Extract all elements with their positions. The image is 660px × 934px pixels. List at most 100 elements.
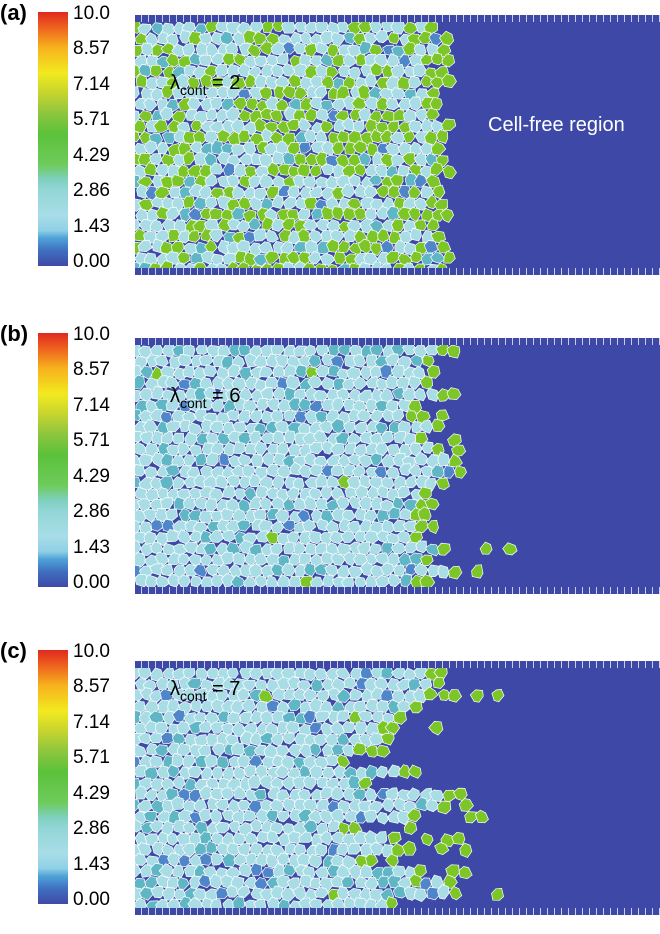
cell: [408, 75, 422, 89]
cell: [218, 452, 231, 466]
cell: [502, 542, 518, 556]
cell: [342, 75, 356, 90]
cell: [402, 131, 416, 144]
cell: [135, 97, 149, 111]
cell: [182, 195, 196, 209]
cell: [244, 376, 258, 391]
cell: [248, 473, 262, 488]
cell: [259, 173, 275, 189]
cell: [135, 130, 140, 143]
cell: [380, 732, 395, 746]
cell: [149, 409, 165, 423]
colorbar-tick: 1.43: [73, 854, 110, 875]
cell: [402, 41, 418, 56]
cell: [439, 208, 454, 223]
cell: [232, 552, 246, 566]
cell: [299, 31, 313, 46]
cell: [144, 466, 159, 480]
cell: [469, 689, 484, 703]
cell: [259, 732, 274, 745]
cell: [357, 84, 373, 100]
cell: [368, 732, 384, 746]
cell: [307, 375, 323, 388]
cell: [420, 465, 435, 479]
cell: [188, 31, 203, 46]
colorbar-tick: 7.14: [73, 74, 110, 95]
cell: [256, 831, 271, 844]
cell: [412, 263, 426, 268]
cell: [138, 64, 153, 77]
panel-b: (b) 10.0 8.57 7.14 5.71 4.29 2.86 1.43 0…: [0, 321, 660, 617]
cell: [138, 261, 152, 268]
cell: [425, 107, 440, 121]
cell: [369, 62, 383, 77]
cell: [259, 107, 274, 121]
cell: [414, 888, 428, 903]
cell: [307, 251, 322, 265]
cell: [390, 364, 406, 378]
cell: [167, 229, 182, 243]
cell: [284, 843, 298, 855]
cell: [135, 864, 142, 878]
lambda-label: λcont = 2: [170, 72, 241, 98]
cell: [171, 752, 186, 768]
cell: [204, 753, 218, 769]
cell: [275, 98, 289, 112]
cell: [385, 896, 398, 908]
cell: [294, 410, 308, 425]
cell: [294, 85, 309, 101]
cell: [205, 108, 219, 121]
cell: [137, 732, 153, 745]
panel-label: (b): [0, 321, 29, 346]
cell: [368, 174, 383, 186]
cell: [155, 508, 169, 523]
cell: [358, 107, 372, 122]
cell: [179, 207, 192, 223]
cell: [333, 765, 348, 780]
cell: [343, 228, 358, 243]
cell: [423, 240, 439, 254]
cell: [437, 451, 450, 466]
cell: [231, 185, 247, 200]
cell: [271, 474, 285, 489]
cell: [236, 219, 251, 232]
cell: [183, 496, 197, 511]
cell: [155, 163, 170, 178]
cell: [448, 885, 463, 901]
cell: [237, 109, 252, 122]
colorbar-ticks: 10.0 8.57 7.14 5.71 4.29 2.86 1.43 0.00: [73, 325, 133, 597]
lambda-subscript: cont: [180, 82, 207, 98]
cell: [315, 63, 329, 79]
cell: [387, 764, 402, 778]
cell: [308, 898, 323, 908]
cell: [214, 821, 230, 834]
cell: [286, 119, 300, 132]
cell: [276, 852, 290, 866]
cell: [309, 742, 322, 758]
cell: [297, 355, 313, 368]
cell: [407, 678, 422, 691]
cell: [205, 452, 219, 467]
cell: [406, 787, 420, 801]
cell: [177, 164, 191, 178]
cell: [154, 744, 169, 758]
cell: [337, 821, 351, 836]
colorbar-ticks: 10.0 8.57 7.14 5.71 4.29 2.86 1.43 0.00: [73, 4, 133, 276]
cell: [256, 398, 270, 411]
cell: [215, 108, 230, 122]
cell: [343, 896, 357, 908]
colorbar-tick: 4.29: [73, 783, 110, 804]
cell: [259, 496, 273, 511]
cell: [198, 808, 212, 822]
cell: [244, 876, 259, 890]
cell: [177, 378, 193, 391]
cell: [193, 130, 208, 145]
lambda-value: = 2: [212, 72, 241, 94]
cell: [443, 250, 456, 264]
cell: [261, 216, 276, 231]
cell: [211, 742, 227, 757]
cell: [238, 129, 251, 144]
simulation-domain: [135, 22, 660, 268]
colorbar-tick: 4.29: [73, 145, 110, 166]
cell: [389, 174, 404, 187]
